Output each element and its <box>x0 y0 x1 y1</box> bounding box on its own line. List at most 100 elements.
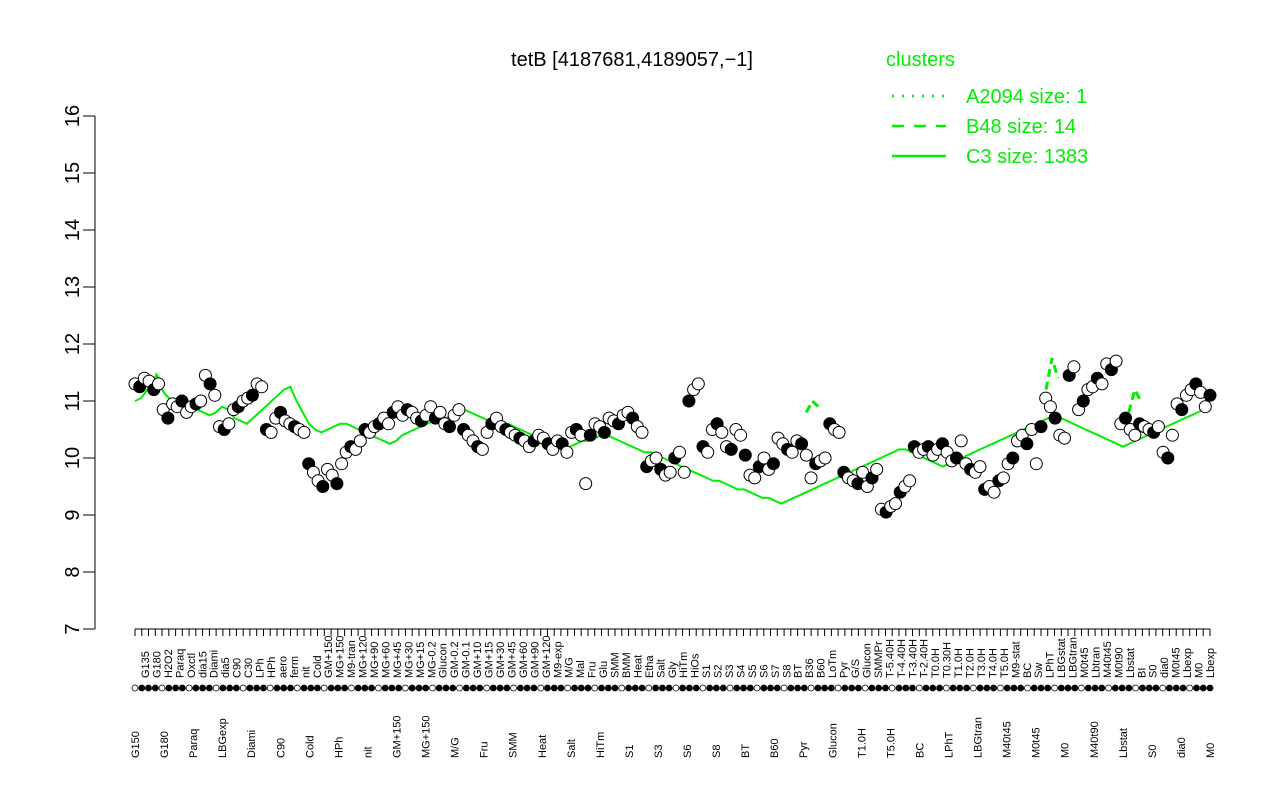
x-tick-label: GM+120 <box>541 636 553 679</box>
x-tick-marker <box>915 684 923 692</box>
x-tick-label: LPhT <box>944 731 956 758</box>
x-tick-marker <box>151 684 159 692</box>
x-tick-label: M9-stat <box>1010 641 1022 678</box>
x-tick-marker <box>1017 684 1025 692</box>
x-tick-label: Etha <box>644 654 656 678</box>
y-tick-label: 16 <box>62 105 84 127</box>
x-tick-marker <box>733 684 741 692</box>
x-tick-label: Gly <box>667 661 679 678</box>
x-tick-label: M0t45 <box>1171 647 1183 678</box>
x-tick-label: nit <box>362 746 374 758</box>
x-tick-marker <box>652 684 659 692</box>
data-point <box>1161 451 1175 465</box>
x-tick-label: GM+60 <box>518 642 530 678</box>
x-tick-label: MG+45 <box>392 642 404 678</box>
x-tick-label: Cold <box>304 735 316 758</box>
x-tick-marker <box>584 684 592 692</box>
data-point <box>889 497 902 511</box>
x-tick-label: BMM <box>621 652 633 678</box>
x-tick-marker <box>489 684 497 692</box>
x-tick-label: dia0 <box>1159 657 1171 678</box>
x-tick-marker <box>1105 684 1112 692</box>
x-tick-marker <box>692 684 700 692</box>
x-tick-label: S8 <box>711 745 723 758</box>
x-tick-marker <box>604 684 612 692</box>
x-tick-label: S8 <box>781 665 793 678</box>
data-point <box>766 457 780 471</box>
x-tick-marker <box>550 684 558 692</box>
x-tick-label: Lbtran <box>1091 647 1103 678</box>
x-axis-ticks <box>131 628 1214 692</box>
x-tick-label: BI <box>1136 668 1148 678</box>
x-tick-marker <box>361 684 369 692</box>
x-tick-marker <box>875 684 883 692</box>
data-point <box>1029 457 1043 471</box>
data-point <box>175 394 189 408</box>
data-point <box>1034 420 1048 434</box>
data-point <box>954 434 968 448</box>
x-tick-label: Diami <box>246 730 258 758</box>
x-tick-label: M0 <box>1205 743 1217 758</box>
x-tick-marker <box>178 684 186 692</box>
data-point <box>950 451 963 465</box>
x-tick-label: M9-exp <box>552 641 564 678</box>
x-tick-marker <box>280 684 288 692</box>
x-tick-label: Sw <box>1033 663 1045 678</box>
x-tick-marker <box>476 684 484 692</box>
data-point <box>597 425 611 439</box>
data-point <box>649 451 663 465</box>
x-tick-label: dia15 <box>197 651 209 678</box>
x-tick-marker <box>1071 684 1079 692</box>
data-point <box>194 394 208 408</box>
x-tick-marker <box>800 684 808 692</box>
x-tick-marker <box>970 684 977 692</box>
x-tick-marker <box>503 684 511 692</box>
x-tick-marker <box>1030 684 1038 692</box>
x-tick-label: C90 <box>275 738 287 758</box>
series-b48-segment <box>804 398 820 414</box>
x-tick-marker <box>273 684 281 692</box>
x-tick-marker <box>145 684 152 692</box>
x-tick-label: LPh <box>255 658 267 678</box>
x-tick-label: S1 <box>624 745 636 758</box>
x-tick-label: dia5 <box>220 657 232 678</box>
y-tick-label: 11 <box>62 391 84 412</box>
x-tick-marker <box>1037 684 1045 692</box>
x-tick-marker <box>868 684 876 692</box>
x-tick-marker <box>1139 684 1146 692</box>
data-point <box>870 462 884 476</box>
x-tick-label: MG+60 <box>381 642 393 678</box>
x-tick-marker <box>1199 684 1207 692</box>
x-tick-label: S6 <box>682 745 694 758</box>
data-point <box>996 471 1010 485</box>
x-tick-label: T1.0H <box>856 728 868 758</box>
x-tick-label: HiTm <box>595 732 607 758</box>
x-tick-marker <box>1057 684 1065 692</box>
x-tick-marker <box>760 684 768 692</box>
x-tick-label: T1.0H <box>953 648 965 678</box>
data-point <box>579 477 593 491</box>
x-tick-marker <box>1193 684 1200 692</box>
x-tick-marker <box>713 684 720 692</box>
x-tick-marker <box>314 684 321 692</box>
data-point <box>1175 403 1189 417</box>
y-tick-label: 14 <box>62 219 84 241</box>
x-tick-marker <box>483 684 491 692</box>
x-tick-marker <box>192 684 200 692</box>
data-point <box>677 465 691 479</box>
x-tick-marker <box>922 684 930 692</box>
x-tick-label: S7 <box>770 665 782 678</box>
data-point <box>804 471 818 485</box>
x-tick-marker <box>706 684 714 692</box>
data-point <box>903 474 917 488</box>
x-tick-marker <box>374 684 382 692</box>
x-tick-marker <box>422 684 430 692</box>
x-tick-marker <box>814 684 822 692</box>
x-tick-marker <box>963 684 970 692</box>
x-tick-marker <box>1166 684 1173 692</box>
x-tick-marker <box>591 684 599 692</box>
x-tick-marker <box>942 684 950 692</box>
x-tick-label: S0 <box>1147 745 1159 758</box>
data-point <box>424 400 438 414</box>
x-tick-label: B36 <box>804 658 816 678</box>
